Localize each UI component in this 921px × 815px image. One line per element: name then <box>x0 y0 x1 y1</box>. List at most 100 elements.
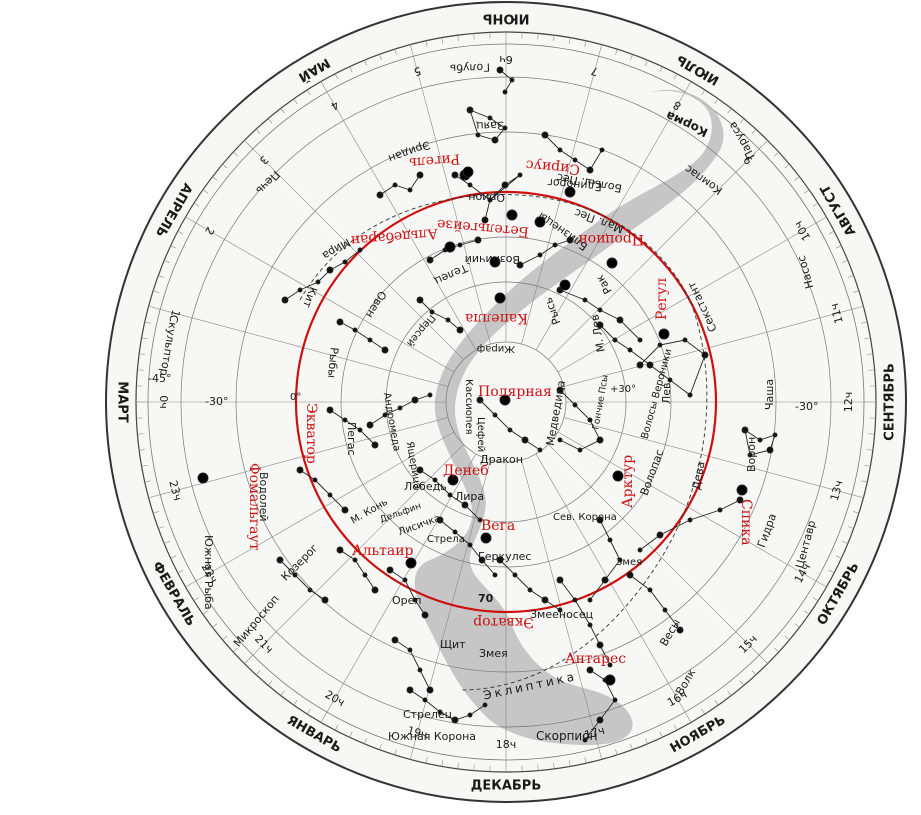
hour-label: 18ч <box>496 738 517 751</box>
constellation-line <box>559 389 601 451</box>
rim-tick <box>803 610 810 615</box>
label-equator-left: Экватор <box>303 403 319 464</box>
rim-tick <box>177 569 184 574</box>
bright-star <box>606 257 618 269</box>
rim-tick <box>842 541 848 544</box>
star-dot <box>577 447 583 453</box>
label-spica: Спика <box>738 499 754 545</box>
rim-tick <box>835 245 842 249</box>
bright-star <box>462 166 474 178</box>
rim-tick <box>568 760 571 767</box>
star-dot <box>307 587 313 593</box>
star-dot <box>582 297 588 303</box>
rim-tick <box>306 708 311 715</box>
rim-tick <box>615 49 618 55</box>
star-dot <box>478 556 486 564</box>
star-dot <box>496 66 504 74</box>
star-dot <box>582 737 588 743</box>
constellation-line <box>299 469 346 511</box>
star-dot <box>596 716 604 724</box>
star-dot <box>537 252 543 258</box>
dec-label-70: 70 <box>478 592 494 605</box>
star-dot <box>552 242 558 248</box>
star-dot <box>492 572 498 578</box>
star-dot <box>456 326 464 334</box>
star-dot <box>292 572 298 578</box>
rim-tick <box>409 44 414 57</box>
constellation-line <box>339 549 376 591</box>
constellation-line <box>469 109 506 141</box>
star-dot <box>297 287 303 293</box>
star-dot <box>687 392 693 398</box>
constellation-line <box>409 689 486 721</box>
star-dot <box>596 321 604 329</box>
rim-tick <box>739 118 745 124</box>
star-dot <box>336 318 344 326</box>
rim-tick <box>222 635 228 641</box>
star-dot <box>467 107 473 113</box>
rim-tick <box>222 163 228 169</box>
star-dot <box>556 386 564 394</box>
bright-star <box>564 186 576 198</box>
star-dot <box>612 337 618 343</box>
rim-tick <box>751 129 757 134</box>
star-dot <box>381 346 389 354</box>
rim-tick <box>739 680 745 686</box>
rim-tick <box>774 151 779 157</box>
rim-tick <box>774 647 779 653</box>
star-dot <box>487 115 493 121</box>
star-dot <box>572 597 578 603</box>
rim-tick <box>615 749 618 755</box>
rim-tick <box>255 670 261 675</box>
constellation-line <box>389 569 426 616</box>
rim-tick <box>267 680 273 686</box>
rim-tick <box>379 54 382 61</box>
star-dot <box>541 596 549 604</box>
star-dot <box>597 307 603 313</box>
rim-tick <box>267 118 273 124</box>
star-dot <box>432 477 438 483</box>
rim-tick <box>334 73 339 80</box>
label-equator-bottom: Экватор <box>473 614 534 630</box>
star-dot <box>296 466 304 474</box>
star-dot <box>281 296 289 304</box>
star-dot <box>481 216 489 224</box>
rim-tick <box>185 580 197 588</box>
ecliptic-curve <box>299 194 708 691</box>
rim-tick <box>868 369 875 371</box>
star-dot <box>556 576 564 584</box>
star-dot <box>572 402 578 408</box>
star-dot <box>596 436 604 444</box>
star-dot <box>477 517 483 523</box>
rim-tick <box>861 321 868 324</box>
constellation-line <box>339 321 386 351</box>
celestial-equator <box>294 190 718 614</box>
star-dot <box>397 405 403 411</box>
star-dot <box>647 587 653 593</box>
rim-tick <box>812 597 819 602</box>
star-dot <box>422 697 428 703</box>
hour-label: 6ч <box>499 53 513 66</box>
bright-star <box>197 472 209 484</box>
rim-tick <box>141 337 148 340</box>
rim-tick <box>553 35 555 42</box>
label-aquarius: Водолей <box>257 472 270 522</box>
star-dot <box>521 436 529 444</box>
rim-tick <box>866 353 873 355</box>
rim-tick <box>868 433 875 435</box>
dec-label-0-left: 0° <box>290 392 301 403</box>
star-dot <box>407 647 413 653</box>
rim-tick <box>815 580 827 588</box>
star-dot <box>451 716 459 724</box>
label-camelopardalis: Жираф <box>477 343 515 354</box>
star-dot <box>421 611 429 619</box>
rim-tick <box>148 494 161 499</box>
rim-tick <box>293 699 298 706</box>
star-dot <box>357 247 363 253</box>
label-capella: Капелла <box>465 310 528 326</box>
star-dot <box>376 191 384 199</box>
rim-tick <box>164 541 170 544</box>
star-dot <box>474 236 482 244</box>
rim-tick <box>170 555 177 559</box>
star-dot <box>416 466 424 474</box>
